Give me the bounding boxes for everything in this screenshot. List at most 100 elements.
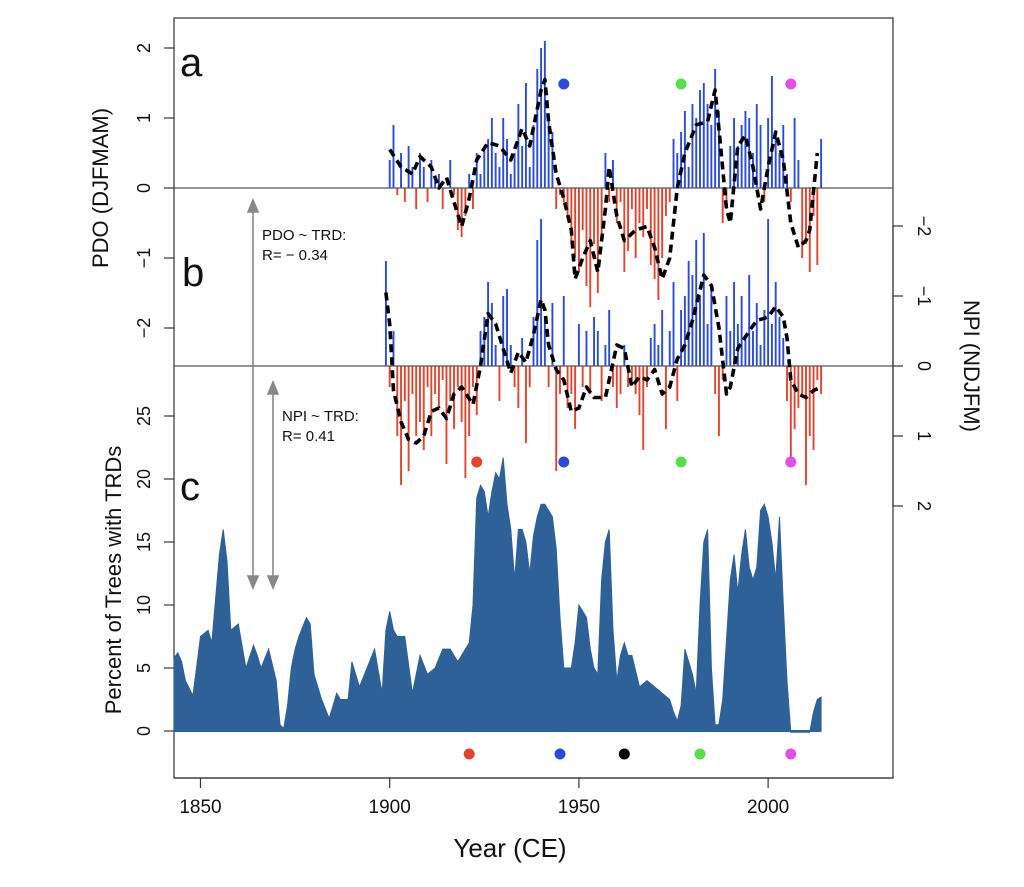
x-tick-label-1900: 1900 — [369, 797, 411, 818]
bar-a-1966 — [638, 188, 641, 223]
event-marker-b-2006 — [785, 456, 797, 468]
bar-a-1958 — [608, 188, 611, 202]
bar-b-1989 — [725, 296, 728, 366]
bar-a-1952 — [585, 188, 588, 286]
bar-a-1932 — [509, 174, 512, 188]
bar-a-1998 — [759, 125, 762, 188]
bar-a-1977 — [680, 132, 683, 188]
bar-b-1901 — [392, 331, 395, 366]
bar-b-1994 — [744, 338, 747, 366]
bar-b-1974 — [668, 331, 671, 366]
bar-a-1900 — [388, 160, 391, 188]
bar-b-1909 — [422, 366, 425, 450]
pdo-tick-label-2: 0 — [134, 183, 154, 193]
bar-a-1997 — [755, 104, 758, 188]
bar-a-1922 — [472, 188, 474, 209]
bar-a-1972 — [661, 188, 664, 258]
bar-b-1940 — [540, 219, 543, 366]
bar-b-1939 — [536, 240, 539, 366]
bar-a-1926 — [487, 139, 490, 188]
bar-b-1964 — [630, 366, 633, 380]
bar-b-1925 — [483, 317, 486, 366]
bar-b-1954 — [593, 317, 595, 366]
bar-a-1947 — [566, 188, 569, 216]
bar-a-1992 — [736, 146, 739, 188]
event-marker-c-1945 — [554, 748, 566, 760]
bar-b-1915 — [445, 366, 448, 464]
bar-b-2000 — [767, 219, 770, 366]
bar-b-1993 — [740, 296, 743, 366]
bar-a-1980 — [691, 104, 694, 188]
bar-b-1997 — [755, 303, 758, 366]
bar-b-1973 — [665, 366, 667, 429]
bar-a-1902 — [396, 188, 399, 195]
bar-a-2002 — [774, 132, 777, 188]
bar-a-2008 — [797, 160, 800, 188]
pdo-bars — [388, 41, 823, 307]
event-marker-a-1946 — [558, 78, 570, 90]
event-marker-b-1946 — [558, 456, 570, 468]
bar-b-1949 — [574, 366, 577, 429]
bar-b-1975 — [672, 282, 675, 366]
bar-b-2001 — [770, 324, 773, 366]
bar-b-1967 — [642, 366, 645, 450]
bar-b-1990 — [729, 331, 732, 366]
pdo-tick-label-3: −1 — [134, 248, 154, 269]
bar-b-1928 — [494, 345, 497, 366]
bar-b-1920 — [464, 366, 467, 478]
npi-axis-title: NPI (NDJFM) — [959, 300, 984, 432]
bar-a-1953 — [589, 188, 592, 307]
bar-a-1949 — [574, 188, 577, 258]
bar-b-2010 — [805, 366, 807, 485]
bar-a-1956 — [600, 188, 603, 237]
pct-axis-title: Percent of Trees with TRDs — [101, 446, 126, 715]
bar-a-1916 — [449, 160, 452, 188]
bar-a-1955 — [596, 188, 599, 293]
bar-b-1955 — [596, 331, 599, 366]
bar-a-1993 — [740, 125, 743, 188]
bar-b-1946 — [562, 296, 565, 366]
bar-a-1961 — [619, 188, 622, 202]
bar-b-1919 — [460, 366, 463, 422]
bar-a-1989 — [725, 188, 728, 209]
bar-a-1983 — [702, 83, 705, 188]
bar-b-1930 — [502, 296, 505, 366]
event-marker-c-1962 — [618, 748, 630, 760]
bar-b-1948 — [570, 366, 573, 394]
bar-a-1934 — [517, 104, 520, 188]
bar-b-1992 — [736, 324, 739, 366]
bar-a-1994 — [744, 111, 747, 188]
bar-b-1996 — [752, 331, 754, 366]
bar-a-1931 — [506, 139, 508, 188]
bar-a-1957 — [604, 153, 607, 188]
bar-b-1983 — [702, 233, 705, 366]
bar-a-1962 — [623, 188, 626, 272]
pdo-corr-label-1: PDO ~ TRD: — [262, 227, 346, 244]
bar-b-1912 — [434, 366, 437, 394]
bar-b-1943 — [551, 303, 554, 366]
bar-b-1932 — [509, 345, 512, 366]
bar-b-1900 — [388, 366, 391, 387]
bar-b-2014 — [820, 366, 823, 394]
bar-a-2000 — [767, 118, 770, 188]
npi-smoothed-line — [384, 273, 822, 445]
bar-a-1959 — [612, 160, 614, 188]
bar-b-1957 — [604, 345, 607, 366]
bar-a-1979 — [687, 167, 690, 188]
bar-a-1905 — [407, 146, 410, 188]
event-marker-b-1923 — [471, 456, 483, 468]
x-axis-title: Year (CE) — [453, 833, 566, 863]
bar-b-1914 — [441, 366, 444, 380]
bar-a-1974 — [668, 188, 671, 202]
bar-a-1912 — [434, 181, 437, 188]
bar-b-1911 — [430, 366, 433, 436]
bar-b-1970 — [653, 324, 656, 366]
bar-a-1999 — [763, 188, 766, 202]
bar-a-1910 — [426, 188, 429, 202]
bar-b-1913 — [437, 366, 440, 408]
smoothed-lines — [384, 77, 822, 445]
npi-correlation-arrow — [266, 379, 280, 591]
pct-tick-label-0: 25 — [134, 406, 154, 426]
pdo-axis-title: PDO (DJFMAM) — [88, 108, 113, 268]
